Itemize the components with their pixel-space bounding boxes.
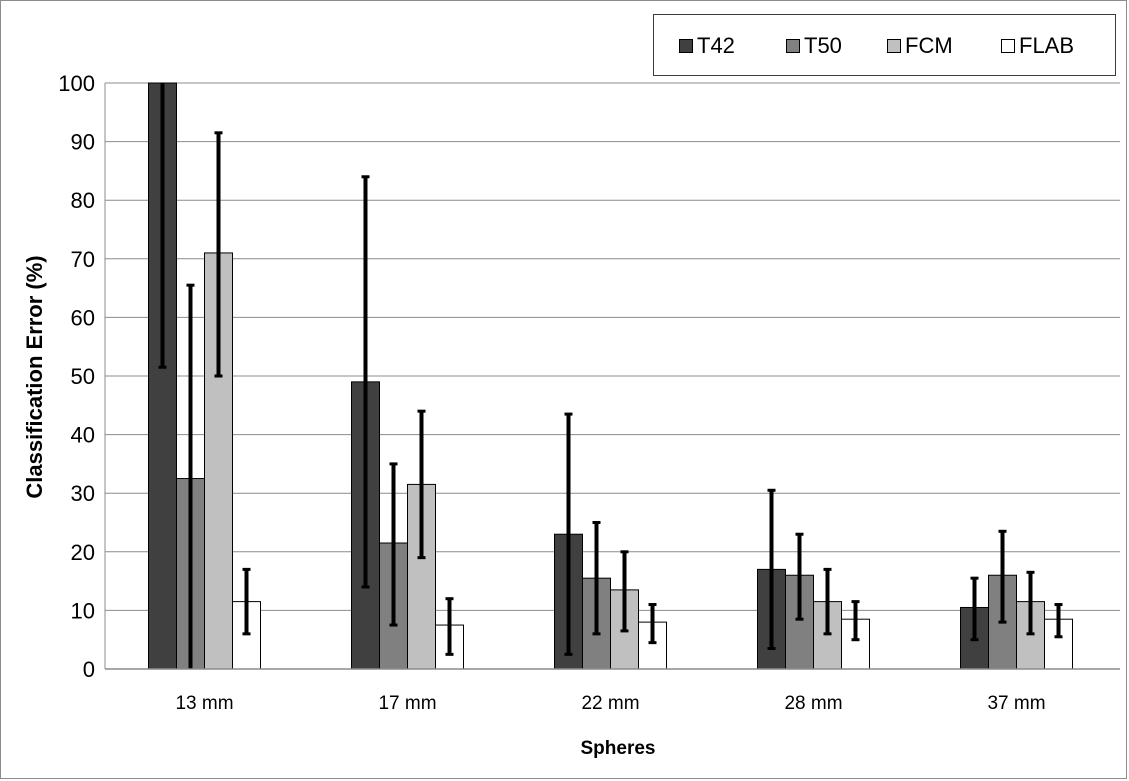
legend: T42 T50 FCM FLAB (653, 14, 1116, 76)
y-tick-label: 60 (71, 305, 95, 330)
x-category-label: 13 mm (175, 693, 233, 714)
axes: 0 10 20 30 40 50 60 70 80 90 100 13 mm 17 mm 22 mm 28 … (58, 71, 1120, 714)
x-category-label: 28 mm (784, 693, 842, 714)
error-bars (158, 83, 1063, 669)
y-axis-title: Classification Error (%) (22, 255, 47, 498)
gridlines (105, 82, 1120, 611)
x-category-label: 37 mm (987, 693, 1045, 714)
legend-swatch-t42 (679, 39, 693, 53)
x-category-label: 22 mm (581, 693, 639, 714)
legend-label-t42: T42 (697, 33, 735, 58)
legend-swatch-fcm (887, 39, 901, 53)
y-tick-label: 100 (58, 71, 95, 96)
legend-label-flab: FLAB (1019, 33, 1075, 58)
y-tick-label: 90 (71, 130, 95, 155)
y-tick-label: 0 (83, 657, 95, 682)
x-category-label: 17 mm (378, 693, 436, 714)
y-tick-label: 80 (71, 188, 95, 213)
y-tick-label: 70 (71, 247, 95, 272)
legend-label-t50: T50 (804, 33, 842, 58)
legend-swatch-t50 (786, 39, 800, 53)
legend-item-t50: T50 (786, 33, 842, 59)
y-tick-label: 10 (71, 598, 95, 623)
y-tick-label: 20 (71, 540, 95, 565)
x-axis-title: Spheres (581, 738, 656, 759)
legend-label-fcm: FCM (905, 33, 953, 58)
y-tick-label: 50 (71, 364, 95, 389)
y-tick-label: 40 (71, 423, 95, 448)
legend-swatch-flab (1001, 39, 1015, 53)
legend-item-fcm: FCM (887, 33, 953, 59)
legend-item-flab: FLAB (1001, 33, 1074, 59)
legend-item-t42: T42 (679, 33, 735, 59)
y-tick-label: 30 (71, 481, 95, 506)
